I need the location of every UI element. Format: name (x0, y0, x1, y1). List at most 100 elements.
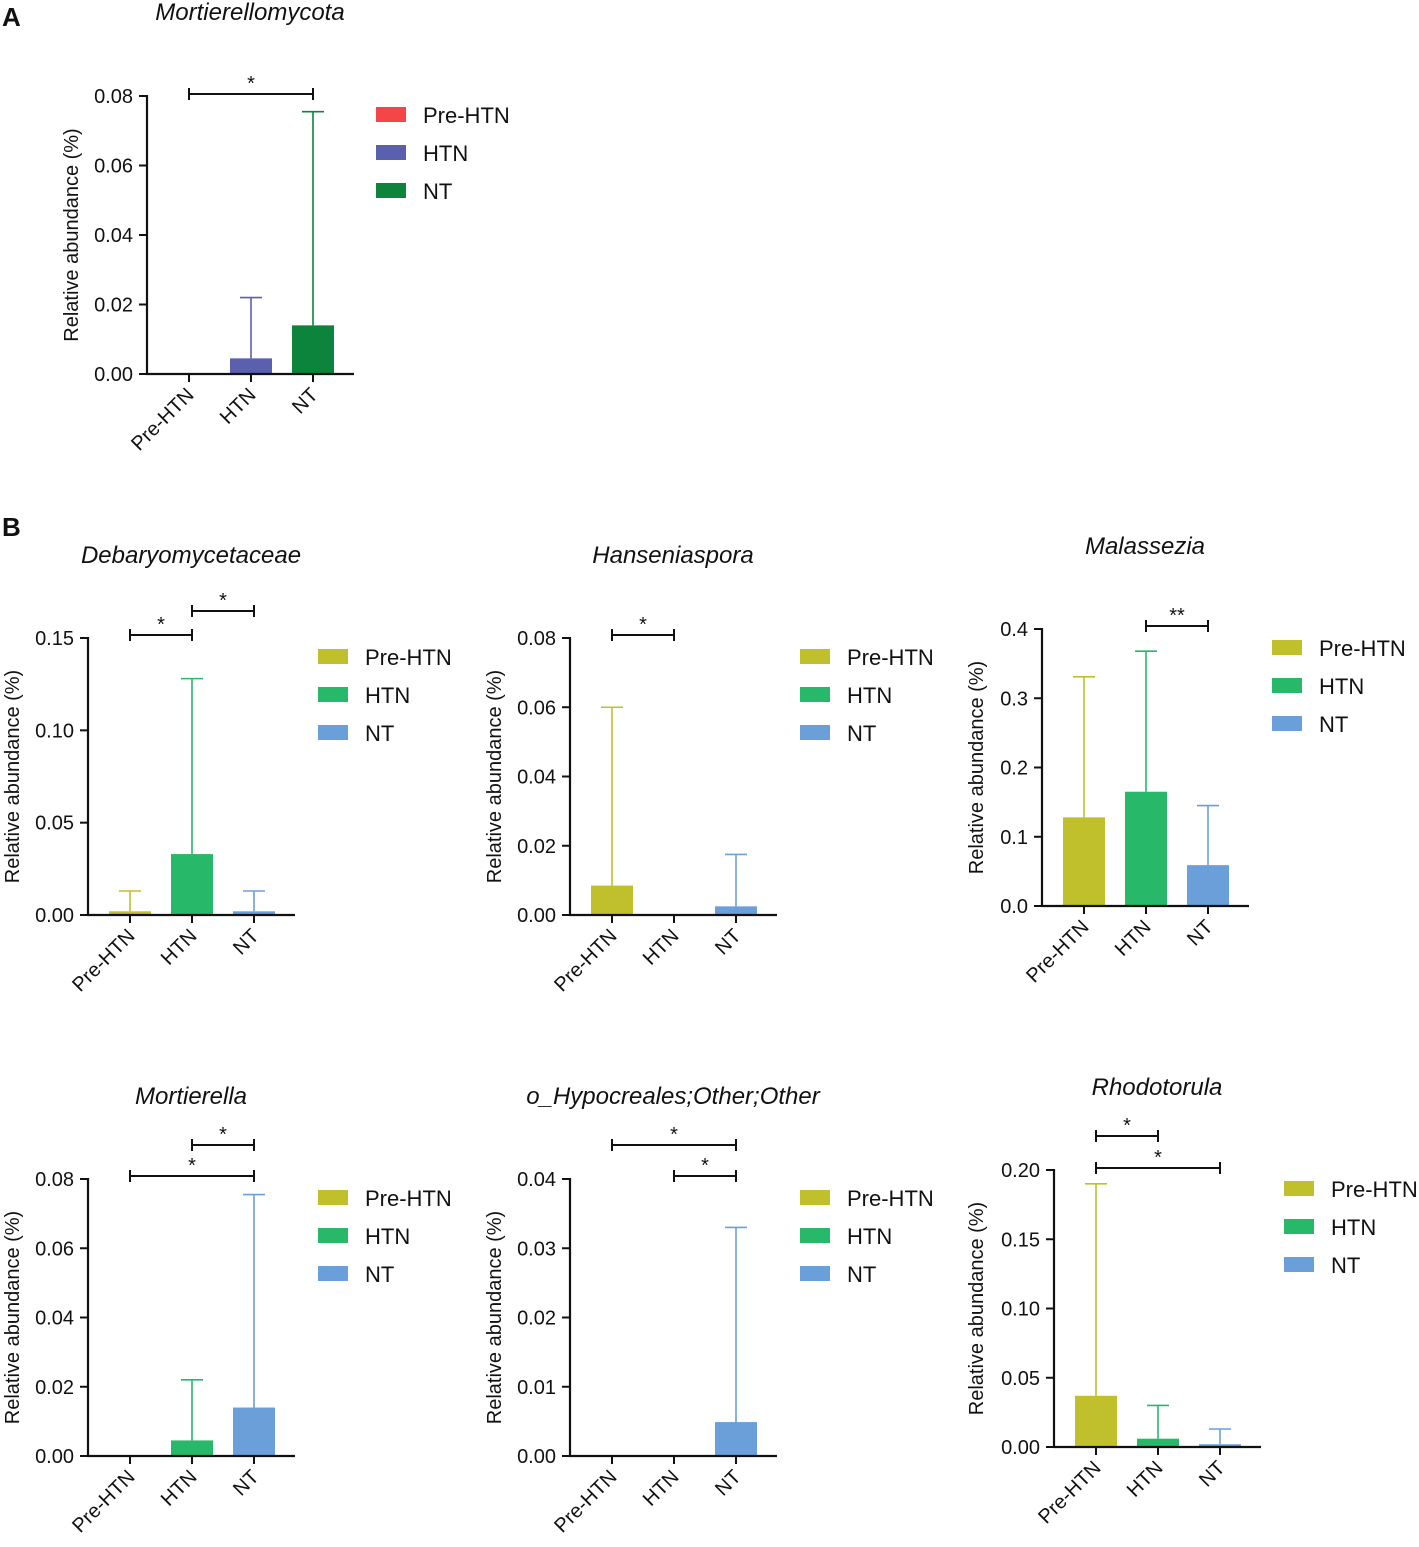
legend-swatch-NT (800, 1266, 830, 1281)
bar-HTN (1137, 1438, 1179, 1447)
legend-label: Pre-HTN (365, 645, 452, 670)
legend-label: Pre-HTN (365, 1186, 452, 1211)
legend-swatch-Pre-HTN (800, 649, 830, 664)
legend-label: NT (365, 1262, 394, 1287)
chart-mortierella: Mortierella Relative abundance (%) 0.00 0.0… (2, 1083, 452, 1537)
bar-NT (1187, 865, 1229, 906)
y-tick-label: 0.08 (94, 86, 133, 108)
legend-swatch-NT (1272, 716, 1302, 731)
legend-swatch-NT (800, 725, 830, 740)
y-axis-label: Relative abundance (%) (484, 670, 506, 883)
y-axis-label: Relative abundance (%) (484, 1211, 506, 1424)
y-tick-label: 0.06 (517, 697, 556, 719)
y-tick-label: 0.10 (1001, 1299, 1040, 1321)
bar-NT (715, 906, 757, 915)
y-tick-label: 0.3 (1000, 688, 1028, 710)
y-tick-label: 0.03 (517, 1238, 556, 1260)
bar-NT (292, 325, 334, 374)
chart-title: Hanseniaspora (592, 542, 753, 569)
y-tick-label: 0.08 (517, 628, 556, 650)
x-tick-label: HTN (639, 1466, 684, 1511)
legend-swatch-HTN (318, 687, 348, 702)
y-tick-label: 0.06 (94, 156, 133, 178)
bar-Pre-HTN (1063, 817, 1105, 906)
significance-label: * (219, 590, 227, 612)
legend-swatch-Pre-HTN (376, 107, 406, 122)
chart-mortierellomycota: Mortierellomycota Relative abundance (%) 0… (61, 0, 510, 455)
y-tick-label: 0.15 (35, 628, 74, 650)
legend-label: Pre-HTN (423, 103, 510, 128)
bar-Pre-HTN (1075, 1395, 1117, 1447)
y-axis-label: Relative abundance (%) (966, 661, 988, 874)
x-tick-label: NT (229, 925, 263, 959)
y-tick-label: 0.00 (35, 1446, 74, 1468)
x-tick-label: NT (288, 384, 322, 418)
x-tick-label: Pre-HTN (127, 384, 198, 455)
significance-label: * (247, 73, 255, 95)
bar-NT (233, 1407, 275, 1456)
y-tick-label: 0.02 (35, 1377, 74, 1399)
significance-label: * (1123, 1115, 1131, 1137)
panel-a-label: A (2, 2, 21, 32)
legend-label: Pre-HTN (1331, 1177, 1418, 1202)
y-tick-label: 0.1 (1000, 827, 1028, 849)
legend-label: HTN (847, 1224, 892, 1249)
y-tick-label: 0.04 (517, 767, 556, 789)
significance-label: * (188, 1155, 196, 1177)
significance-label: * (701, 1155, 709, 1177)
significance-label: * (157, 614, 165, 636)
y-tick-label: 0.04 (94, 225, 133, 247)
legend-swatch-HTN (800, 687, 830, 702)
legend-label: HTN (1319, 674, 1364, 699)
x-tick-label: HTN (1111, 916, 1156, 961)
legend-label: HTN (365, 1224, 410, 1249)
y-tick-label: 0.00 (517, 1446, 556, 1468)
chart-debaryomycetaceae: Debaryomycetaceae Relative abundance (%) 0… (2, 542, 452, 996)
significance-label: ** (1169, 605, 1185, 627)
x-tick-label: HTN (216, 384, 261, 429)
legend-swatch-Pre-HTN (1284, 1181, 1314, 1196)
y-tick-label: 0.00 (94, 364, 133, 386)
y-axis-label: Relative abundance (%) (61, 128, 83, 341)
x-tick-label: Pre-HTN (1034, 1457, 1105, 1528)
y-tick-label: 0.02 (94, 295, 133, 317)
legend-label: HTN (1331, 1215, 1376, 1240)
chart-hypocreales: o_Hypocreales;Other;Other Relative abunda… (484, 1083, 934, 1537)
y-tick-label: 0.05 (35, 813, 74, 835)
legend-label: NT (423, 179, 452, 204)
y-tick-label: 0.04 (35, 1308, 74, 1330)
y-tick-label: 0.2 (1000, 758, 1028, 780)
x-tick-label: NT (1195, 1457, 1229, 1491)
legend-label: NT (365, 721, 394, 746)
chart-malassezia: Malassezia Relative abundance (%) 0.0 0.1 0.… (966, 533, 1406, 987)
y-tick-label: 0.05 (1001, 1368, 1040, 1390)
x-tick-label: NT (1183, 916, 1217, 950)
x-tick-label: Pre-HTN (550, 1466, 621, 1537)
x-tick-label: Pre-HTN (1022, 916, 1093, 987)
significance-label: * (639, 614, 647, 636)
legend-label: NT (847, 721, 876, 746)
significance-label: * (219, 1124, 227, 1146)
chart-title: Mortierellomycota (155, 0, 344, 26)
y-axis-label: Relative abundance (%) (966, 1202, 988, 1415)
legend-label: Pre-HTN (1319, 636, 1406, 661)
chart-title: Rhodotorula (1092, 1074, 1223, 1101)
legend-swatch-Pre-HTN (318, 1190, 348, 1205)
y-tick-label: 0.00 (517, 905, 556, 927)
bar-HTN (1125, 791, 1167, 906)
legend-swatch-NT (318, 725, 348, 740)
y-axis-label: Relative abundance (%) (2, 670, 24, 883)
legend-swatch-Pre-HTN (800, 1190, 830, 1205)
legend-swatch-HTN (1272, 678, 1302, 693)
x-tick-label: HTN (157, 925, 202, 970)
legend-label: Pre-HTN (847, 1186, 934, 1211)
bar-HTN (171, 1440, 213, 1456)
y-tick-label: 0.4 (1000, 619, 1028, 641)
y-tick-label: 0.04 (517, 1169, 556, 1191)
x-tick-label: Pre-HTN (68, 925, 139, 996)
bar-HTN (171, 854, 213, 915)
y-tick-label: 0.02 (517, 1308, 556, 1330)
legend-swatch-HTN (376, 145, 406, 160)
y-tick-label: 0.0 (1000, 896, 1028, 918)
